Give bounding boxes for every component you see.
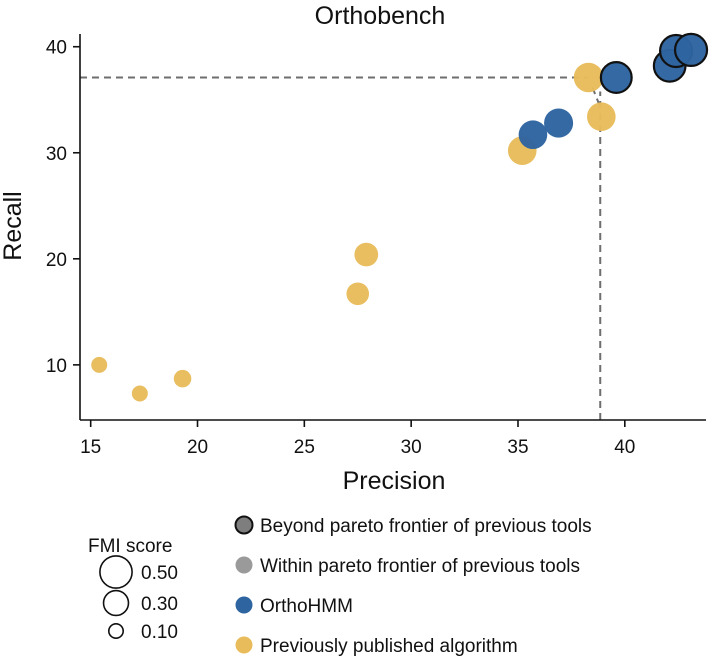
orthohmm-point-2 xyxy=(544,108,574,138)
fmi-size-label-0.10: 0.10 xyxy=(141,622,178,643)
x-tick-label-40: 40 xyxy=(614,437,635,458)
legend-marker-beyond xyxy=(234,515,254,535)
legend-marker-within xyxy=(235,556,253,574)
color-legend: Beyond pareto frontier of previous tools… xyxy=(234,515,592,657)
previous-tool-point-7 xyxy=(573,62,604,93)
chart-title: Orthobench xyxy=(315,2,446,30)
legend-marker-previous xyxy=(235,636,253,654)
y-tick-label-30: 30 xyxy=(46,144,67,165)
previous-tool-point-5 xyxy=(354,242,379,267)
fmi-size-marker-0.10 xyxy=(108,622,125,639)
data-points xyxy=(91,32,709,402)
fmi-size-marker-0.50 xyxy=(99,555,133,589)
axes: 15 20 25 30 35 40 10 20 30 40 xyxy=(46,34,706,458)
previous-tool-point-3 xyxy=(173,369,192,388)
legend-label-within: Within pareto frontier of previous tools xyxy=(260,556,580,577)
fmi-size-label-0.50: 0.50 xyxy=(141,563,178,584)
plot-area: 15 20 25 30 35 40 10 20 30 40 xyxy=(46,32,709,458)
x-tick-label-15: 15 xyxy=(80,437,101,458)
x-tick-label-25: 25 xyxy=(294,437,315,458)
fmi-size-marker-0.30 xyxy=(102,589,130,617)
orthohmm-point-1 xyxy=(518,120,548,150)
size-legend-title: FMI score xyxy=(88,536,172,557)
x-tick-label-35: 35 xyxy=(507,437,528,458)
legend-label-previous: Previously published algorithm xyxy=(260,636,518,657)
x-tick-label-20: 20 xyxy=(187,437,208,458)
previous-tool-point-4 xyxy=(346,282,370,306)
orthohmm-point-6 xyxy=(673,32,709,68)
legend-label-orthohmm: OrthoHMM xyxy=(260,596,353,617)
x-axis-label: Precision xyxy=(343,467,446,495)
legend-marker-orthohmm xyxy=(235,596,253,614)
y-tick-label-20: 20 xyxy=(46,250,67,271)
previous-tool-point-1 xyxy=(91,356,108,373)
legend-label-beyond: Beyond pareto frontier of previous tools xyxy=(260,516,592,537)
y-tick-label-40: 40 xyxy=(46,38,67,59)
x-tick-label-30: 30 xyxy=(401,437,422,458)
y-tick-label-10: 10 xyxy=(46,356,67,377)
previous-tool-point-2 xyxy=(131,385,148,402)
size-legend: FMI score 0.50 0.30 0.10 xyxy=(88,536,178,643)
fmi-size-label-0.30: 0.30 xyxy=(141,594,178,615)
y-axis-label: Recall xyxy=(0,191,27,260)
orthohmm-point-3 xyxy=(599,60,633,94)
previous-tool-point-8 xyxy=(586,102,616,132)
